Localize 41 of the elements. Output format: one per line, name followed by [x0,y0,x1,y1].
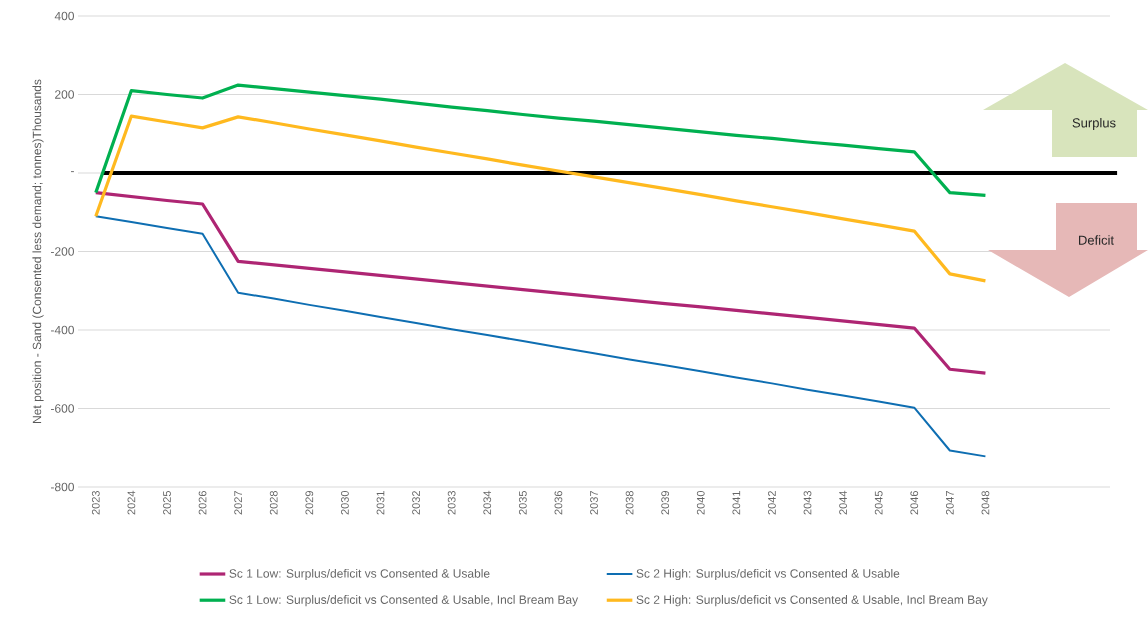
x-tick-label: 2043 [803,491,812,515]
x-tick-label: 2034 [483,490,492,515]
x-tick-label: 2023 [91,491,100,515]
x-tick-label: 2032 [412,491,420,515]
x-tick-label: 2038 [625,491,634,515]
x-tick-label: 2040 [696,490,705,515]
y-tick-label: -200 [50,247,74,256]
x-tick-label: 2035 [518,491,527,515]
y-tick-label: - [71,171,74,173]
x-tick-label: 2041 [732,491,741,515]
x-tick-label: 2046 [910,491,919,515]
y-tick-label: 400 [54,11,74,21]
y-axis-title: Net position - Sand (Consented less demand; tonnes)Thousands [32,79,44,423]
x-tick-label: 2044 [839,490,847,515]
x-tick-label: 2036 [554,491,563,515]
legend-label: Sc 2 High: Surplus/deficit vs Consented & Usable, Incl Bream Bay [636,595,988,607]
legend-label: Sc 1 Low: Surplus/deficit vs Consented & Usable, Incl Bream Bay [229,595,579,607]
x-tick-label: 2025 [163,491,171,515]
legend-label: Sc 1 Low: Surplus/deficit vs Consented & Usable [229,568,490,581]
x-tick-label: 2029 [305,491,314,515]
x-tick-label: 2037 [590,491,598,515]
y-tick-label: 200 [55,90,74,99]
line-series [94,215,987,458]
y-tick-label: -600 [50,404,74,413]
x-tick-label: 2039 [661,491,670,515]
x-tick-label: 2027 [234,491,243,515]
annotation: Surplus [1072,117,1116,131]
annotation: Deficit [1079,235,1114,245]
y-tick-label: -400 [50,325,74,335]
legend-label: Sc 2 High: Surplus/deficit vs Consented & Usable [636,568,900,581]
x-tick-label: 2031 [376,491,385,515]
x-tick-label: 2030 [341,490,349,515]
x-tick-label: 2047 [945,491,954,515]
x-tick-label: 2028 [269,491,278,515]
y-tick-label: -800 [50,482,74,492]
x-tick-label: 2045 [874,491,883,515]
x-tick-label: 2033 [447,491,456,515]
x-tick-label: 2024 [127,490,136,515]
x-tick-label: 2042 [768,491,776,515]
x-tick-label: 2048 [981,491,990,515]
x-tick-label: 2026 [198,491,207,515]
